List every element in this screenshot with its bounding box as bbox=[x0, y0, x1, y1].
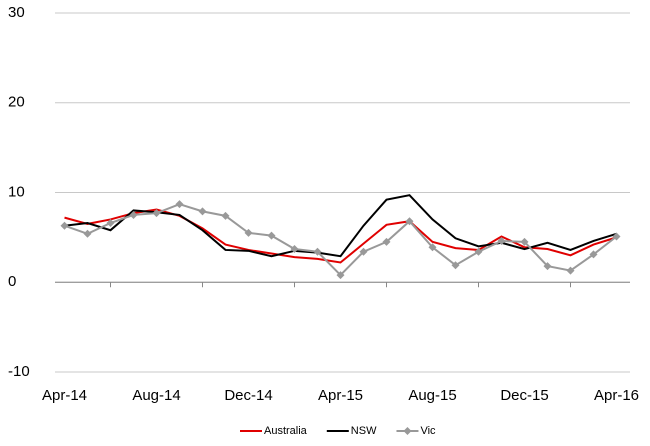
marker bbox=[612, 232, 621, 241]
legend-label: Australia bbox=[264, 425, 308, 437]
series-line bbox=[64, 203, 618, 277]
marker bbox=[267, 231, 276, 240]
y-tick-label: 0 bbox=[8, 273, 16, 290]
x-tick-label: Dec-14 bbox=[224, 387, 272, 404]
marker bbox=[543, 262, 552, 271]
y-tick-label: 30 bbox=[8, 4, 25, 21]
marker bbox=[83, 229, 92, 238]
marker bbox=[405, 217, 414, 226]
marker bbox=[175, 200, 184, 209]
marker bbox=[290, 245, 299, 254]
marker bbox=[451, 261, 460, 270]
marker bbox=[313, 247, 322, 256]
marker bbox=[221, 211, 230, 220]
legend-label: Vic bbox=[420, 425, 436, 437]
marker bbox=[589, 250, 598, 259]
legend-label: NSW bbox=[351, 425, 377, 437]
marker bbox=[474, 247, 483, 256]
x-tick-label: Apr-16 bbox=[594, 387, 639, 404]
legend-marker bbox=[403, 427, 412, 435]
marker bbox=[359, 247, 368, 256]
marker bbox=[244, 228, 253, 237]
marker bbox=[60, 221, 69, 230]
marker bbox=[520, 237, 529, 246]
marker bbox=[152, 209, 161, 218]
x-tick-label: Aug-15 bbox=[408, 387, 456, 404]
x-tick-label: Apr-14 bbox=[42, 387, 87, 404]
marker bbox=[497, 236, 506, 245]
marker bbox=[428, 243, 437, 252]
marker bbox=[336, 271, 345, 280]
marker bbox=[129, 210, 138, 219]
marker bbox=[198, 207, 207, 216]
marker bbox=[566, 266, 575, 275]
y-tick-label: 10 bbox=[8, 183, 25, 200]
marker bbox=[106, 219, 115, 228]
x-tick-label: Dec-15 bbox=[500, 387, 548, 404]
y-tick-label: -10 bbox=[8, 363, 30, 380]
x-tick-label: Apr-15 bbox=[318, 387, 363, 404]
y-tick-label: 20 bbox=[8, 94, 25, 111]
marker bbox=[382, 237, 391, 246]
series-line bbox=[64, 194, 617, 258]
x-tick-label: Aug-14 bbox=[132, 387, 180, 404]
